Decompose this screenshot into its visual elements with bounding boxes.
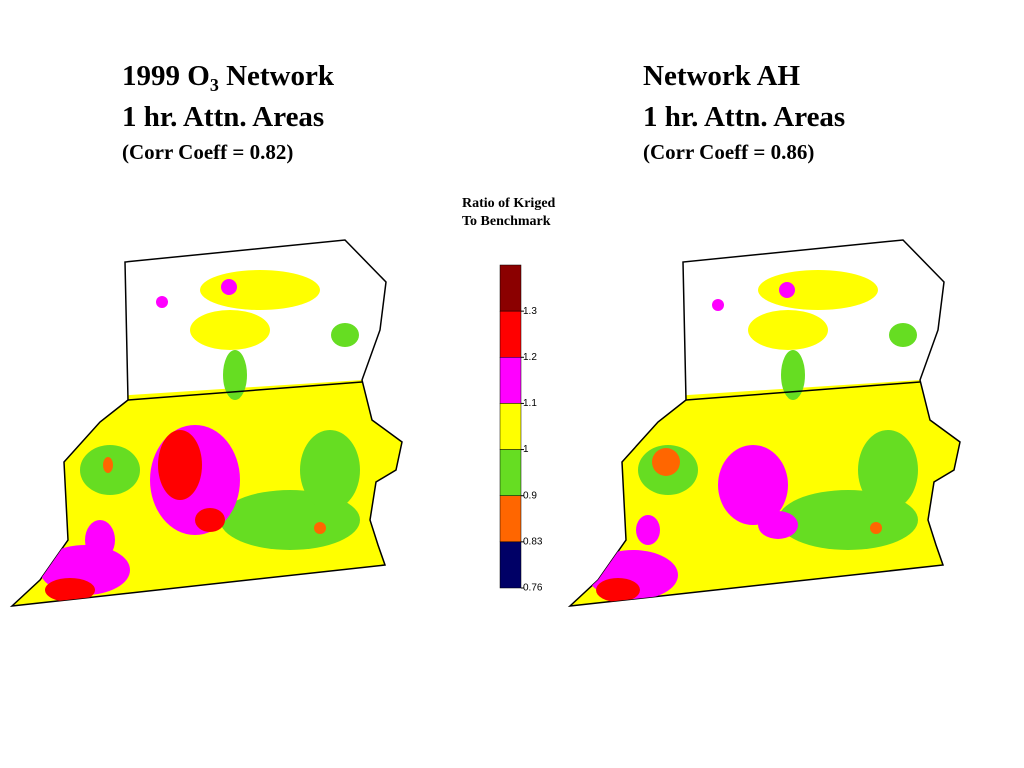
legend-swatch <box>499 357 522 404</box>
title-text: 1999 O <box>122 60 210 92</box>
legend-swatch <box>499 449 522 496</box>
left-title-1: 1999 O3 Network <box>122 60 334 95</box>
legend-label: 1.1 <box>523 398 537 409</box>
title-subscript: 3 <box>209 75 219 95</box>
right-title-3: (Corr Coeff = 0.86) <box>643 140 815 164</box>
right-map <box>558 240 978 620</box>
left-title-2: 1 hr. Attn. Areas <box>122 101 325 133</box>
legend-title-line: Ratio of Kriged <box>462 196 556 211</box>
left-title-3: (Corr Coeff = 0.82) <box>122 140 294 164</box>
legend-swatch <box>499 264 522 312</box>
legend-title: Ratio of Kriged To Benchmark <box>462 195 555 231</box>
legend-title-line: To Benchmark <box>462 214 551 229</box>
legend-label: 0.83 <box>523 536 543 547</box>
legend-label: 0.9 <box>523 490 537 501</box>
legend: 1.3 1.2 1.1 1 0.9 0.83 0.76 <box>499 264 543 594</box>
left-map <box>0 240 420 620</box>
legend-swatch <box>499 495 522 543</box>
right-title-2: 1 hr. Attn. Areas <box>643 101 846 133</box>
legend-label: 0.76 <box>523 583 543 594</box>
legend-swatch <box>499 310 522 358</box>
legend-label: 1.2 <box>523 352 537 363</box>
legend-swatch <box>499 403 522 450</box>
legend-swatch <box>499 541 522 589</box>
title-text: Network <box>218 60 334 92</box>
legend-label: 1.3 <box>523 306 537 317</box>
legend-label: 1 <box>523 444 529 455</box>
right-title-1: Network AH <box>643 60 801 92</box>
